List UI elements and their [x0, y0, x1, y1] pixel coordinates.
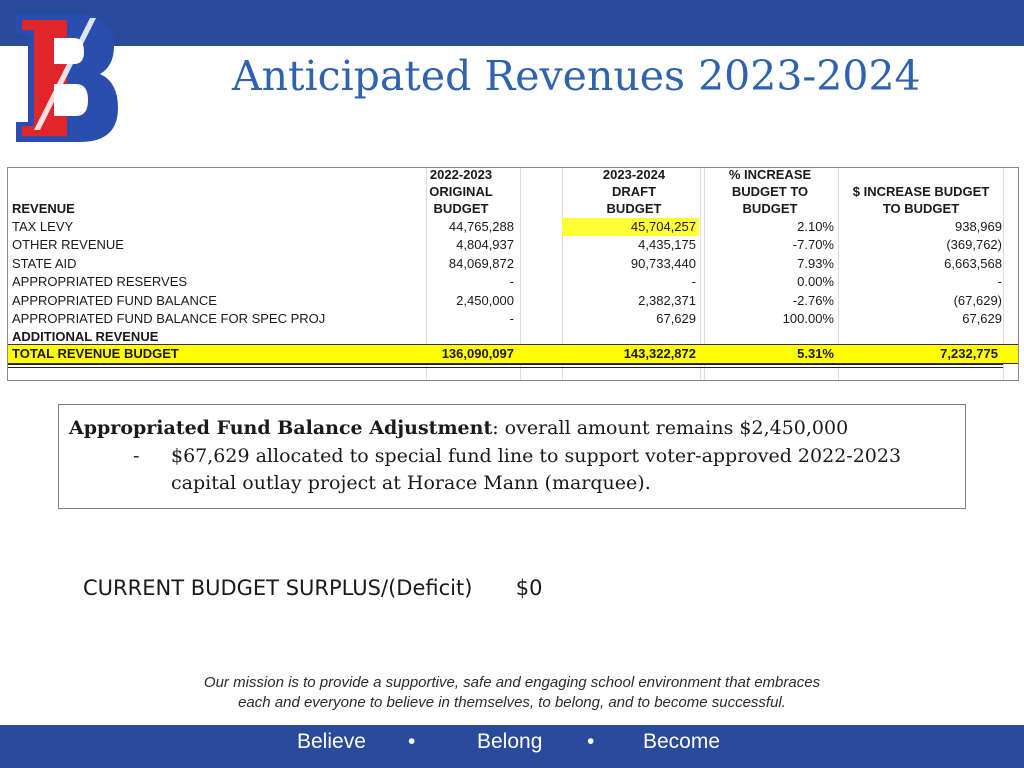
slide-title: Anticipated Revenues 2023-2024 — [232, 52, 921, 100]
row-dollar-increase: (67,629) — [953, 292, 1002, 308]
table-row: TAX LEVY 44,765,288 45,704,257 2.10% 938,969 — [8, 218, 1018, 236]
table-row: APPROPRIATED FUND BALANCE 2,450,000 2,382,… — [8, 292, 1018, 310]
header-dollar-increase: $ INCREASE BUDGET TO BUDGET — [852, 184, 990, 216]
fund-balance-note: Appropriated Fund Balance Adjustment: ov… — [58, 404, 966, 509]
grid-line — [704, 168, 705, 380]
total-row: TOTAL REVENUE BUDGET 136,090,097 143,322… — [8, 344, 1018, 364]
row-dollar-increase: 67,629 — [962, 311, 1002, 326]
footer-word-believe: Believe — [297, 730, 366, 753]
header-percent-increase: % INCREASE BUDGET TO BUDGET — [728, 167, 812, 216]
note-bullet-dash: - — [133, 445, 140, 467]
grid-line — [838, 168, 839, 380]
row-draft-budget: - — [691, 274, 696, 290]
note-heading: Appropriated Fund Balance Adjustment — [69, 417, 493, 439]
row-percent-increase: 100.00% — [782, 311, 834, 326]
row-draft-budget: 2,382,371 — [638, 292, 696, 308]
table-row: APPROPRIATED RESERVES - - 0.00% - — [8, 273, 1018, 291]
row-draft-budget: 45,704,257 — [630, 219, 696, 234]
note-line-2: $67,629 allocated to special fund line t… — [171, 445, 902, 467]
budget-surplus: CURRENT BUDGET SURPLUS/(Deficit) $0 — [83, 576, 543, 600]
row-percent-increase: -2.76% — [792, 292, 834, 308]
note-line-1: Appropriated Fund Balance Adjustment: ov… — [69, 417, 848, 439]
row-draft-budget: 67,629 — [656, 311, 696, 326]
row-original-budget: - — [509, 311, 514, 326]
total-original: 136,090,097 — [441, 346, 514, 361]
footer-banner: Believe • Belong • Become — [0, 725, 1024, 768]
school-b-logo — [16, 14, 118, 142]
mission-line-2: each and everyone to believe in themselv… — [238, 694, 786, 711]
row-percent-increase: 0.00% — [797, 274, 834, 290]
row-original-budget: 84,069,872 — [448, 255, 514, 271]
table-row: STATE AID 84,069,872 90,733,440 7.93% 6,663,… — [8, 255, 1018, 273]
row-label: STATE AID — [12, 255, 77, 271]
mission-line-1: Our mission is to provide a supportive, … — [203, 674, 821, 691]
table-row: OTHER REVENUE 4,804,937 4,435,175 -7.70% (36… — [8, 236, 1018, 254]
row-label: ADDITIONAL REVENUE — [12, 329, 159, 345]
grid-line — [562, 168, 563, 380]
row-original-budget: 2,450,000 — [456, 292, 514, 308]
header-draft-budget: 2023-2024 DRAFT BUDGET — [602, 167, 666, 216]
footer-separator: • — [408, 730, 416, 753]
row-label: APPROPRIATED RESERVES — [12, 274, 188, 290]
header-revenue: REVENUE — [12, 201, 75, 216]
row-percent-increase: 7.93% — [797, 255, 834, 271]
row-dollar-increase: 6,663,568 — [944, 255, 1002, 271]
footer-separator: • — [587, 730, 595, 753]
row-percent-increase: -7.70% — [792, 237, 834, 253]
grid-line — [1003, 168, 1004, 380]
table-row: ADDITIONAL REVENUE — [8, 328, 1018, 346]
top-banner — [0, 0, 1024, 46]
row-label: OTHER REVENUE — [12, 237, 124, 253]
row-original-budget: 4,804,937 — [456, 237, 514, 253]
grid-line — [426, 168, 427, 380]
surplus-label: CURRENT BUDGET SURPLUS/(Deficit) — [83, 576, 473, 600]
row-label: TAX LEVY — [12, 219, 74, 234]
row-draft-budget: 90,733,440 — [630, 255, 696, 271]
footer-word-become: Become — [643, 730, 721, 753]
row-dollar-increase: - — [997, 274, 1002, 290]
row-original-budget: - — [509, 274, 514, 290]
mission-statement: Our mission is to provide a supportive, … — [150, 673, 874, 713]
row-dollar-increase: 938,969 — [955, 219, 1002, 234]
revenue-spreadsheet: REVENUE 2022-2023 ORIGINAL BUDGET 2023-202… — [7, 167, 1019, 381]
grid-line — [520, 168, 521, 380]
total-dollar: 7,232,775 — [940, 346, 998, 361]
note-summary: : overall amount remains $2,450,000 — [492, 417, 849, 439]
highlighted-cell — [562, 218, 699, 236]
row-label: APPROPRIATED FUND BALANCE — [12, 292, 217, 308]
row-draft-budget: 4,435,175 — [638, 237, 696, 253]
header-original-budget: 2022-2023 ORIGINAL BUDGET — [429, 167, 493, 216]
total-label: TOTAL REVENUE BUDGET — [12, 346, 179, 361]
row-label: APPROPRIATED FUND BALANCE FOR SPEC PROJ — [12, 311, 326, 326]
double-underline — [8, 364, 1003, 365]
row-dollar-increase: (369,762) — [946, 237, 1002, 253]
double-underline — [8, 367, 1003, 368]
surplus-value: $0 — [515, 576, 543, 600]
row-percent-increase: 2.10% — [797, 219, 834, 234]
grid-line — [700, 168, 701, 380]
total-percent: 5.31% — [797, 346, 834, 361]
footer-word-belong: Belong — [477, 730, 543, 753]
table-row: APPROPRIATED FUND BALANCE FOR SPEC PROJ -… — [8, 310, 1018, 328]
total-draft: 143,322,872 — [623, 346, 696, 361]
row-original-budget: 44,765,288 — [448, 219, 514, 234]
note-line-3: capital outlay project at Horace Mann (m… — [171, 472, 651, 494]
